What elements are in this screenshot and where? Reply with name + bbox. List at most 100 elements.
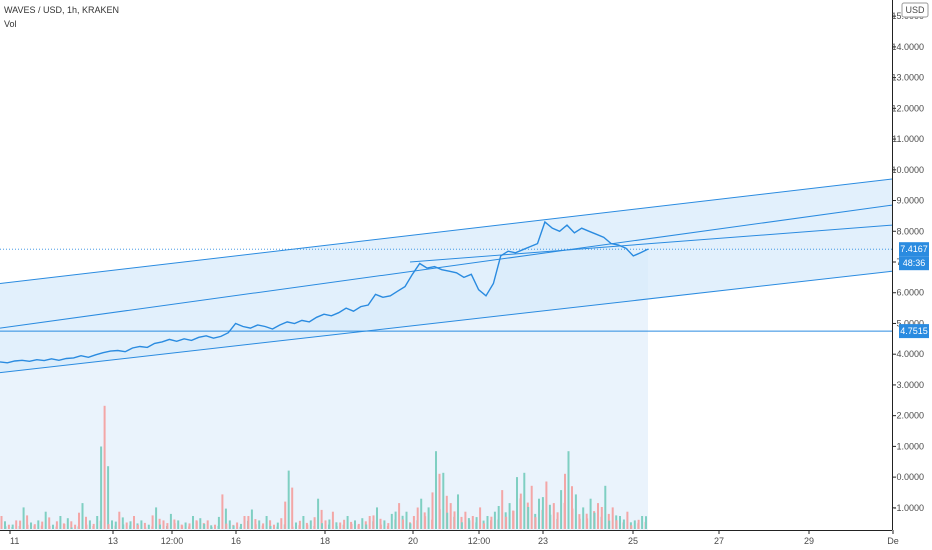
volume-bar: [593, 512, 596, 529]
volume-bar: [493, 511, 496, 529]
volume-bar: [365, 524, 368, 529]
volume-bar: [177, 520, 180, 529]
channel-lower-line[interactable]: [0, 270, 893, 374]
volume-bar: [438, 473, 441, 529]
volume-bar: [354, 520, 356, 529]
volume-bar: [402, 519, 404, 529]
volume-bar: [523, 472, 526, 529]
volume-bar: [471, 516, 474, 529]
trend-mid-line[interactable]: [409, 224, 893, 263]
currency-badge[interactable]: [901, 2, 929, 18]
volume-bar: [387, 523, 390, 529]
volume-bar: [556, 512, 559, 529]
volume-bar: [608, 520, 611, 529]
volume-bar: [129, 521, 132, 529]
volume-bar: [486, 516, 489, 529]
channel-upper-line[interactable]: [0, 178, 893, 285]
volume-bar: [243, 516, 246, 529]
volume-bar: [321, 523, 323, 529]
volume-bar: [19, 520, 22, 529]
channel-middle-line[interactable]: [0, 204, 893, 329]
volume-bar: [405, 511, 408, 529]
line-layer: [0, 178, 893, 374]
volume-bar: [232, 525, 235, 529]
volume-bar: [85, 516, 87, 529]
volume-bar: [7, 524, 10, 529]
volume-bar: [4, 521, 6, 529]
volume-bar: [376, 507, 378, 529]
volume-bar: [398, 503, 401, 529]
volume-bar: [247, 516, 250, 529]
volume-bar: [357, 523, 360, 529]
volume-bar: [11, 524, 14, 529]
countdown-tag[interactable]: [899, 256, 929, 271]
volume-bar: [611, 507, 614, 529]
volume-bar: [589, 498, 592, 529]
volume-bar: [582, 507, 585, 529]
volume-bar: [206, 520, 209, 529]
regression-channel-fill: [0, 179, 892, 373]
y-tick-label: 9.0000: [896, 196, 924, 206]
support-level-tag-label: 4.7515: [900, 326, 928, 336]
y-tick-label: 0.0000: [896, 472, 924, 482]
y-tick-label: 4.0000: [896, 349, 924, 359]
x-tick-label: 11: [10, 536, 19, 546]
volume-bar: [250, 509, 253, 529]
volume-bar: [379, 518, 382, 529]
volume-bar: [475, 517, 478, 529]
volume-bar: [571, 486, 573, 529]
volume-bar: [269, 520, 272, 529]
volume-bar: [173, 523, 176, 529]
volume-bar: [118, 511, 121, 529]
volume-bar: [44, 511, 47, 529]
volume-bar: [169, 513, 172, 529]
volume-bar: [147, 524, 150, 529]
volume-bar: [306, 524, 309, 529]
volume-bar: [530, 485, 533, 529]
volume-bar: [379, 524, 382, 529]
volume-label: Vol: [4, 19, 17, 29]
volume-bar: [390, 513, 393, 529]
volume-bar: [159, 524, 161, 529]
volume-bar: [162, 520, 165, 529]
volume-bar: [445, 495, 448, 529]
last-price-tag[interactable]: [899, 242, 929, 257]
volume-bar: [317, 498, 320, 529]
volume-bar: [630, 525, 633, 529]
x-tick-label: 27: [714, 536, 724, 546]
x-tick-label: 20: [408, 536, 418, 546]
volume-bar: [125, 522, 128, 529]
price-line[interactable]: [0, 220, 649, 364]
volume-bar: [121, 517, 124, 529]
y-tick-label: 8.0000: [896, 226, 924, 236]
volume-bar: [273, 524, 275, 529]
volume-bar: [442, 472, 445, 529]
volume-bar: [527, 507, 530, 529]
volume-bar: [468, 520, 471, 529]
volume-bar: [74, 524, 77, 529]
volume-bar: [181, 525, 184, 529]
support-level-tag[interactable]: [899, 324, 929, 339]
volume-bar: [564, 473, 566, 529]
volume-bar: [516, 477, 518, 529]
x-tick-label: 25: [628, 536, 638, 546]
volume-bar: [284, 501, 287, 529]
volume-bar: [151, 515, 154, 529]
volume-bar: [92, 523, 95, 529]
volume-bar: [497, 506, 500, 529]
volume-bar: [22, 507, 25, 529]
volume-bar: [622, 519, 625, 529]
volume-bar: [48, 525, 51, 529]
volume-bar: [427, 507, 430, 529]
volume-bar: [645, 516, 647, 529]
volume-bar: [265, 516, 268, 529]
volume-bar: [33, 524, 36, 529]
volume-bar: [225, 523, 228, 529]
currency-badge-label: USD: [905, 5, 925, 15]
volume-bar: [114, 521, 117, 529]
volume-bar: [188, 523, 191, 529]
volume-bar: [88, 520, 91, 529]
volume-bar: [111, 520, 113, 529]
